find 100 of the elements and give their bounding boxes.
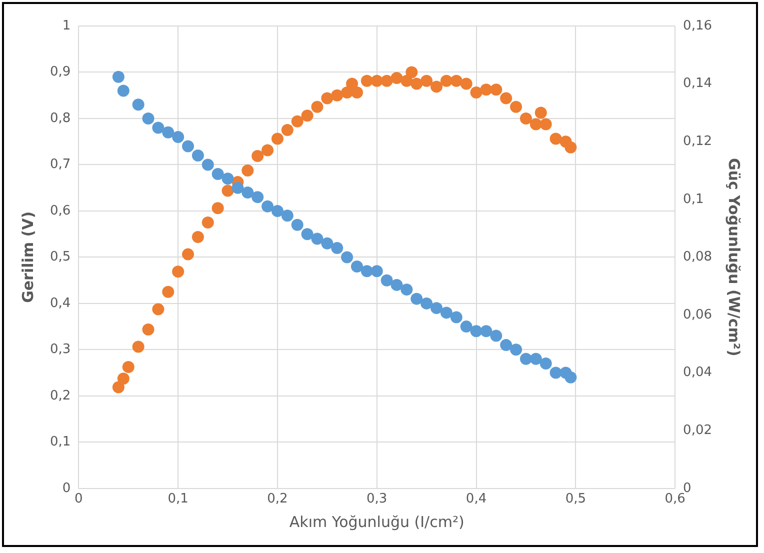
point: [530, 118, 542, 130]
point: [242, 164, 254, 176]
point: [321, 237, 334, 250]
point: [182, 248, 194, 260]
point: [480, 84, 492, 96]
point: [202, 216, 214, 229]
point: [490, 84, 502, 96]
point: [331, 89, 344, 102]
point: [346, 78, 358, 90]
point: [122, 361, 134, 374]
point: [440, 74, 452, 87]
point: [172, 130, 184, 143]
y2-tick-label: 0,1: [683, 192, 704, 207]
y-tick-label: 1: [62, 18, 71, 34]
point: [500, 339, 512, 352]
y-tick-label: 0,8: [50, 110, 71, 126]
point: [470, 86, 482, 98]
y2-tick-label: 0,08: [683, 250, 712, 265]
point: [291, 218, 304, 231]
y2-tick-label: 0,06: [683, 307, 712, 322]
point: [410, 78, 423, 90]
point: [142, 112, 154, 124]
point: [192, 230, 204, 243]
point: [112, 381, 124, 394]
y-tick-label: 0,9: [50, 64, 71, 80]
point: [540, 118, 552, 130]
point: [262, 144, 274, 156]
point: [311, 100, 324, 113]
point: [112, 70, 124, 83]
point: [534, 106, 547, 119]
point: [480, 325, 492, 338]
point: [550, 366, 562, 379]
y2-tick-label: 0,04: [683, 365, 712, 380]
x-tick-label: 0,1: [168, 492, 188, 507]
point: [564, 371, 577, 384]
point: [321, 92, 334, 104]
point: [142, 323, 154, 336]
y-tick-label: 0,1: [50, 434, 71, 450]
point: [152, 122, 164, 134]
point: [370, 74, 383, 87]
point: [117, 84, 130, 97]
point: [242, 186, 254, 198]
y2-tick-label: 0,16: [683, 18, 712, 34]
point: [192, 149, 204, 162]
point: [202, 158, 214, 171]
point: [117, 372, 130, 385]
point: [440, 306, 452, 319]
point: [350, 86, 363, 98]
point: [420, 74, 433, 87]
point: [460, 320, 472, 333]
x-tick-label: 0,2: [267, 492, 288, 507]
y2-tick-label: 0,14: [683, 76, 712, 92]
y2-tick-label: 0,02: [683, 422, 712, 438]
point: [550, 132, 562, 145]
point: [271, 204, 284, 217]
point: [430, 302, 443, 314]
point: [390, 278, 403, 291]
point: [252, 191, 264, 204]
point: [450, 74, 462, 87]
point: [420, 297, 433, 310]
y2-tick-label: 0,12: [683, 134, 712, 149]
point: [430, 80, 443, 93]
point: [350, 260, 363, 272]
y2-axis-title: Güç Yoğunluğu (W/cm²): [725, 158, 744, 356]
y-tick-label: 0: [62, 480, 71, 496]
point: [341, 251, 354, 264]
y-tick-label: 0,3: [50, 342, 71, 358]
point: [410, 292, 423, 305]
point: [301, 110, 314, 122]
point: [301, 228, 314, 240]
point: [530, 352, 542, 365]
point: [212, 168, 224, 180]
point: [360, 265, 373, 278]
point: [281, 210, 294, 222]
x-tick-label: 0,6: [664, 492, 686, 507]
point: [406, 66, 418, 78]
point: [370, 265, 383, 278]
x-tick-label: 0,4: [466, 492, 487, 507]
point: [360, 74, 373, 87]
point: [281, 124, 294, 136]
y2-tick-label: 0: [683, 480, 692, 496]
point: [162, 126, 174, 138]
point: [132, 340, 144, 353]
point: [510, 100, 522, 113]
y-tick-label: 0,5: [50, 250, 71, 265]
point: [400, 284, 413, 296]
point: [460, 78, 472, 90]
point: [380, 274, 393, 286]
point: [470, 325, 482, 338]
point: [380, 74, 393, 87]
point: [490, 330, 502, 342]
x-tick-label: 0,3: [366, 492, 388, 507]
y-tick-label: 0,6: [50, 203, 71, 218]
point: [182, 140, 194, 152]
point: [291, 115, 304, 128]
point: [510, 344, 522, 356]
x-tick-label: 0: [74, 492, 83, 507]
y-tick-label: 0,4: [50, 296, 71, 311]
point: [172, 266, 184, 278]
x-tick-label: 0,5: [565, 492, 586, 507]
